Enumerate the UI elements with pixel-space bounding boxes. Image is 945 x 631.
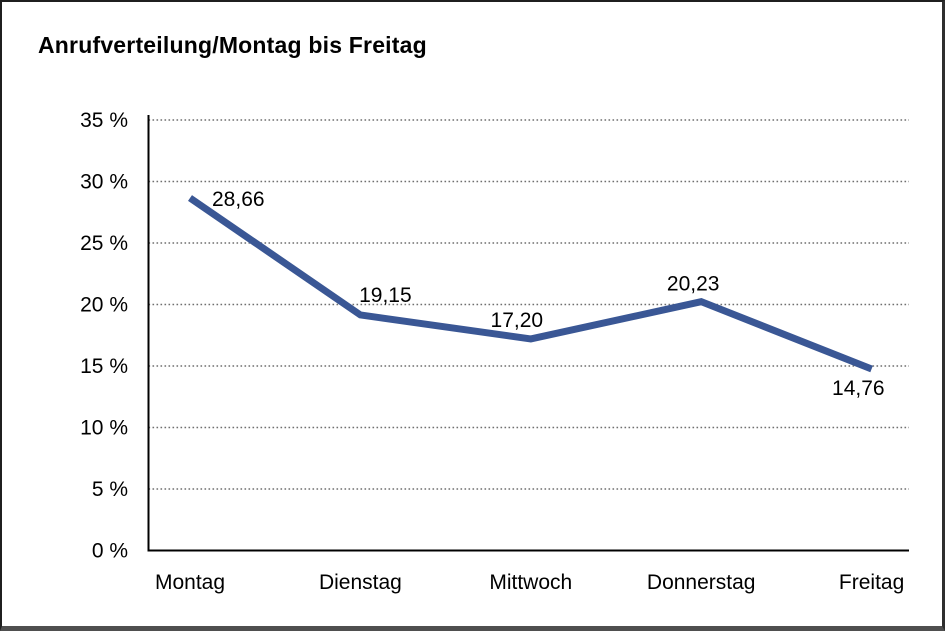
data-line bbox=[188, 195, 873, 373]
x-category-label: Dienstag bbox=[319, 571, 402, 594]
x-category-label: Montag bbox=[155, 571, 225, 594]
data-point-label: 17,20 bbox=[491, 309, 544, 332]
x-category-label: Mittwoch bbox=[489, 571, 572, 594]
data-point-label: 19,15 bbox=[359, 284, 412, 307]
chart-title: Anrufverteilung/Montag bis Freitag bbox=[38, 32, 427, 58]
y-tick-label: 5 % bbox=[92, 478, 128, 501]
y-tick-label: 25 % bbox=[80, 232, 128, 255]
y-tick-label: 0 % bbox=[92, 540, 128, 563]
y-tick-label: 10 % bbox=[80, 417, 128, 440]
y-tick-label: 30 % bbox=[80, 171, 128, 194]
data-point-label: 28,66 bbox=[212, 188, 265, 211]
data-point-label: 14,76 bbox=[832, 377, 885, 400]
y-tick-label: 20 % bbox=[80, 294, 128, 317]
x-category-label: Freitag bbox=[839, 571, 904, 594]
y-tick-label: 35 % bbox=[80, 109, 128, 132]
data-point-label: 20,23 bbox=[667, 273, 720, 296]
y-tick-label: 15 % bbox=[80, 355, 128, 378]
x-category-label: Donnerstag bbox=[647, 571, 756, 594]
